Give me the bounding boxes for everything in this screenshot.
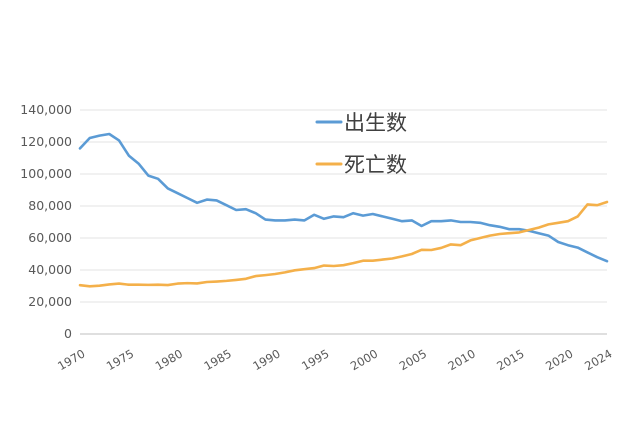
x-tick-label: 2010: [446, 346, 478, 373]
gridlines: [80, 109, 607, 335]
y-tick-label: 120,000: [20, 134, 72, 149]
y-tick-label: 40,000: [28, 262, 72, 277]
y-tick-label: 140,000: [20, 102, 72, 117]
x-tick-label: 1985: [202, 346, 234, 373]
x-tick-label: 1980: [153, 346, 185, 373]
y-tick-label: 80,000: [28, 198, 72, 213]
legend-label: 死亡数: [344, 153, 407, 177]
x-tick-label: 1990: [250, 346, 282, 373]
x-tick-label: 2024: [582, 346, 614, 373]
series-line-births: [78, 132, 609, 263]
x-tick-label: 2005: [397, 346, 429, 373]
series-lines: [78, 132, 609, 288]
y-tick-label: 20,000: [28, 294, 72, 309]
x-tick-label: 1995: [299, 346, 331, 373]
x-tick-label: 2020: [543, 346, 575, 373]
y-tick-label: 0: [64, 326, 72, 341]
y-axis-ticks: 0 20,000 40,000 60,000 80,000 100,000 120,000 1…: [20, 102, 72, 341]
x-tick-label: 1975: [104, 346, 136, 373]
series-line-deaths: [78, 200, 609, 288]
legend-label: 出生数: [344, 111, 407, 135]
x-axis-ticks: 1970 1975 1980 1985 1990 1995 2000 2005 2010 2015…: [55, 346, 614, 373]
x-tick-label: 2000: [348, 346, 380, 373]
y-tick-label: 60,000: [28, 230, 72, 245]
y-tick-label: 100,000: [20, 166, 72, 181]
x-tick-label: 2015: [494, 346, 526, 373]
x-tick-label: 1970: [55, 346, 87, 373]
